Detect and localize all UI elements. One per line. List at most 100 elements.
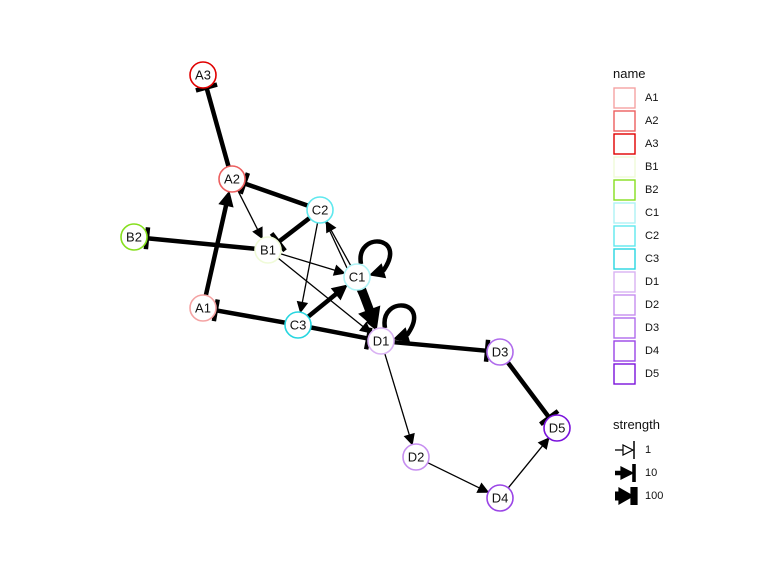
legend-name-item: A1 xyxy=(613,87,658,109)
node-c3: C3 xyxy=(284,311,312,339)
node-label: B1 xyxy=(260,243,276,258)
legend-strength-label: 100 xyxy=(645,490,663,502)
legend-swatch xyxy=(613,248,636,270)
edge-c3-c1-arrowhead xyxy=(330,284,348,301)
node-d5: D5 xyxy=(543,414,571,442)
legend-swatch xyxy=(613,202,636,224)
legend-strength-item: 10 xyxy=(615,464,657,482)
edge-c1-c1 xyxy=(358,239,393,279)
legend-name-item: A3 xyxy=(613,133,658,155)
edge-b1-d1-line xyxy=(277,257,366,329)
node-d4: D4 xyxy=(486,484,514,512)
legend-name-label: A2 xyxy=(645,115,658,127)
edge-b1-b2 xyxy=(143,227,256,251)
legend: name A1 A2 A3 B1 B2 C1 C2 C3 D1 D2 D3 D4 D5 strength… xyxy=(613,66,663,506)
edge-d1-d3 xyxy=(393,339,491,362)
edge-a2-b1-arrowhead xyxy=(252,226,263,240)
node-b1: B1 xyxy=(254,236,282,264)
edge-c2-a2 xyxy=(238,172,309,208)
legend-swatch xyxy=(613,294,636,316)
edge-c3-c1 xyxy=(306,284,348,319)
edge-c1-c1-arrowhead xyxy=(368,263,387,279)
legend-name-item: C1 xyxy=(613,202,659,224)
node-a3: A3 xyxy=(189,61,217,89)
edge-d3-d5-line xyxy=(505,361,552,419)
node-circle xyxy=(306,196,334,224)
legend-swatch xyxy=(613,133,636,155)
edge-c1-d1-line xyxy=(357,287,375,314)
edge-d2-d4 xyxy=(427,462,490,493)
node-circle xyxy=(402,443,430,471)
legend-name-label: C3 xyxy=(645,253,659,265)
edge-d2-d4-arrowhead xyxy=(476,482,490,493)
edge-c1-c2-line xyxy=(329,228,352,266)
edge-d1-d3-line xyxy=(393,339,488,354)
node-label: C3 xyxy=(290,318,307,333)
edge-a2-a3-line xyxy=(204,86,231,168)
edge-c3-a1-line xyxy=(215,308,286,325)
edge-d4-d5-line xyxy=(507,443,545,489)
node-d1: D1 xyxy=(367,327,395,355)
node-label: A1 xyxy=(195,301,211,316)
legend-strength-item: 100 xyxy=(615,486,663,506)
legend-strength-label: 1 xyxy=(645,444,651,456)
node-circle xyxy=(284,311,312,339)
legend-name-item: D5 xyxy=(613,363,659,385)
legend-swatch xyxy=(613,225,636,247)
node-circle xyxy=(486,338,514,366)
node-a1: A1 xyxy=(189,294,217,322)
legend-name-title: name xyxy=(613,66,646,81)
legend-name-label: D3 xyxy=(645,322,659,334)
legend-strength-arrowhead xyxy=(618,486,635,506)
nodes-layer: A1 A2 A3 B1 B2 C1 C2 C3 D1 D2 D3 D4 D5 xyxy=(120,61,571,512)
edge-d3-d5 xyxy=(505,361,560,427)
legend-name-label: A1 xyxy=(645,92,658,104)
legend-name-label: D5 xyxy=(645,368,659,380)
edge-c3-a1 xyxy=(211,299,286,325)
legend-swatch xyxy=(613,110,636,132)
legend-swatch xyxy=(613,156,636,178)
edge-a1-a2-line xyxy=(203,202,229,296)
node-label: D5 xyxy=(549,421,566,436)
legend-strength-label: 10 xyxy=(645,467,657,479)
edge-b1-c1 xyxy=(280,253,346,276)
legend-name-item: D4 xyxy=(613,340,659,362)
node-d2: D2 xyxy=(402,443,430,471)
node-label: D3 xyxy=(492,345,509,360)
legend-name-label: D1 xyxy=(645,276,659,288)
edge-b1-c1-line xyxy=(280,253,338,272)
legend-swatch xyxy=(613,87,636,109)
edge-d4-d5 xyxy=(507,437,550,489)
legend-swatch xyxy=(613,271,636,293)
legend-name-item: D2 xyxy=(613,294,659,316)
legend-name-label: A3 xyxy=(645,138,658,150)
node-circle xyxy=(218,165,246,193)
edge-c1-c1-line xyxy=(358,239,393,273)
node-c1: C1 xyxy=(343,263,371,291)
legend-strength-item: 1 xyxy=(615,441,651,459)
node-label: D2 xyxy=(408,450,425,465)
edge-d2-d4-line xyxy=(427,462,482,490)
node-circle xyxy=(543,414,571,442)
edge-a1-a2 xyxy=(203,190,234,296)
legend-name-label: B2 xyxy=(645,184,658,196)
legend-name-label: D2 xyxy=(645,299,659,311)
node-circle xyxy=(189,294,217,322)
node-circle xyxy=(486,484,514,512)
edge-c1-c2 xyxy=(325,220,352,266)
edge-c2-c3-arrowhead xyxy=(296,300,309,314)
legend-name-item: D3 xyxy=(613,317,659,339)
legend-swatch xyxy=(613,179,636,201)
node-circle xyxy=(189,61,217,89)
node-d3: D3 xyxy=(486,338,514,366)
legend-strength-title: strength xyxy=(613,417,660,432)
legend-name-label: B1 xyxy=(645,161,658,173)
edge-a2-b1-line xyxy=(237,190,260,232)
edge-d4-d5-arrowhead xyxy=(537,437,550,450)
edge-b1-c1-arrowhead xyxy=(332,264,346,276)
node-label: D1 xyxy=(373,334,390,349)
node-circle xyxy=(367,327,395,355)
node-circle xyxy=(254,236,282,264)
edge-d1-d2-line xyxy=(384,353,411,438)
edge-a2-b1 xyxy=(237,190,263,240)
